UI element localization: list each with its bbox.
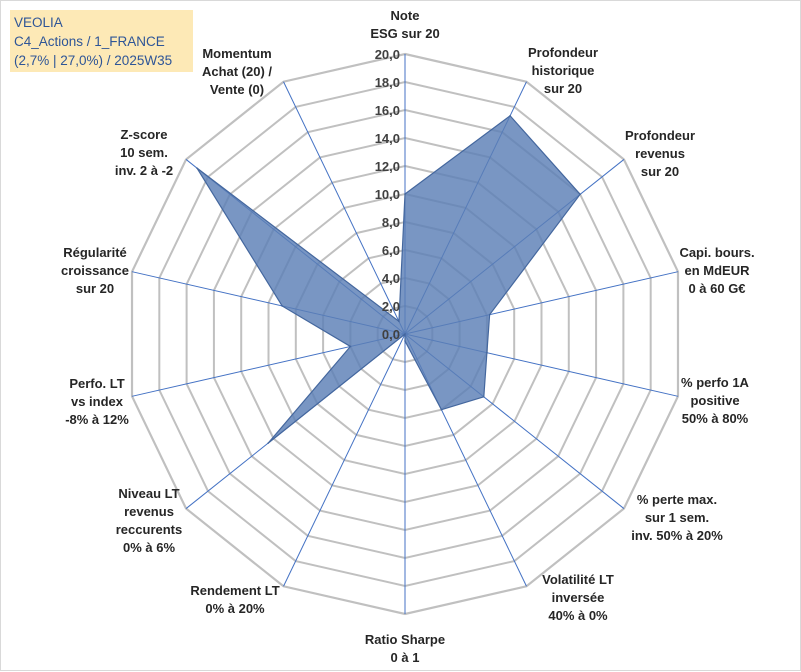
radar-category-label: Profondeur historique sur 20 bbox=[528, 45, 598, 96]
radar-category-label: Momentum Achat (20) / Vente (0) bbox=[202, 46, 272, 97]
radar-axis bbox=[283, 333, 406, 587]
radar-category-label: Z-score 10 sem. inv. 2 à -2 bbox=[115, 127, 173, 178]
info-box: VEOLIA C4_Actions / 1_FRANCE (2,7% | 27,… bbox=[10, 10, 193, 72]
info-stats: (2,7% | 27,0%) / 2025W35 bbox=[14, 53, 173, 68]
radar-data-point bbox=[440, 408, 443, 411]
radar-category-label: Capi. bours. en MdEUR 0 à 60 G€ bbox=[679, 245, 754, 296]
radar-tick-label: 2,0 bbox=[382, 299, 400, 314]
radar-data-point bbox=[404, 340, 406, 342]
radar-data-point bbox=[509, 114, 511, 117]
radar-tick-label: 4,0 bbox=[382, 271, 400, 286]
radar-category-label: Note ESG sur 20 bbox=[370, 8, 439, 41]
radar-tick-label: 8,0 bbox=[382, 215, 400, 230]
radar-data-point bbox=[486, 351, 488, 354]
radar-tick-label: 6,0 bbox=[382, 243, 400, 258]
radar-category-label: Rendement LT 0% à 20% bbox=[190, 583, 279, 616]
radar-category-label: Niveau LT revenus reccurents 0% à 6% bbox=[116, 486, 182, 555]
radar-category-label: Régularité croissance sur 20 bbox=[61, 245, 129, 296]
radar-tick-label: 18,0 bbox=[375, 75, 400, 90]
radar-data-point bbox=[483, 396, 485, 398]
radar-axis bbox=[283, 81, 406, 335]
radar-category-label: Profondeur revenus sur 20 bbox=[625, 128, 695, 179]
radar-tick-label: 0,0 bbox=[382, 327, 400, 342]
radar-data-point bbox=[349, 345, 352, 348]
radar-category-label: Volatilité LT inversée 40% à 0% bbox=[542, 572, 614, 623]
radar-data-point bbox=[281, 305, 283, 307]
radar-data-point bbox=[404, 333, 406, 335]
radar-data-point bbox=[488, 313, 491, 316]
radar-data-point bbox=[579, 193, 581, 196]
radar-category-label: % perfo 1A positive 50% à 80% bbox=[681, 375, 750, 426]
radar-data-point bbox=[196, 167, 198, 169]
radar-tick-label: 12,0 bbox=[375, 159, 400, 174]
radar-category-label: Perfo. LT vs index -8% à 12% bbox=[65, 376, 129, 427]
info-portfolio: C4_Actions / 1_FRANCE bbox=[14, 34, 165, 49]
radar-data-point bbox=[398, 320, 400, 323]
radar-tick-label: 10,0 bbox=[375, 187, 400, 202]
radar-data-point bbox=[267, 442, 269, 444]
radar-category-label: Ratio Sharpe 0 à 1 bbox=[365, 632, 445, 665]
radar-tick-label: 14,0 bbox=[375, 131, 400, 146]
radar-data-point bbox=[404, 193, 406, 195]
radar-category-label: % perte max. sur 1 sem. inv. 50% à 20% bbox=[631, 492, 723, 543]
radar-tick-label: 20,0 bbox=[375, 47, 400, 62]
radar-tick-label: 16,0 bbox=[375, 103, 400, 118]
info-company: VEOLIA bbox=[14, 15, 63, 30]
